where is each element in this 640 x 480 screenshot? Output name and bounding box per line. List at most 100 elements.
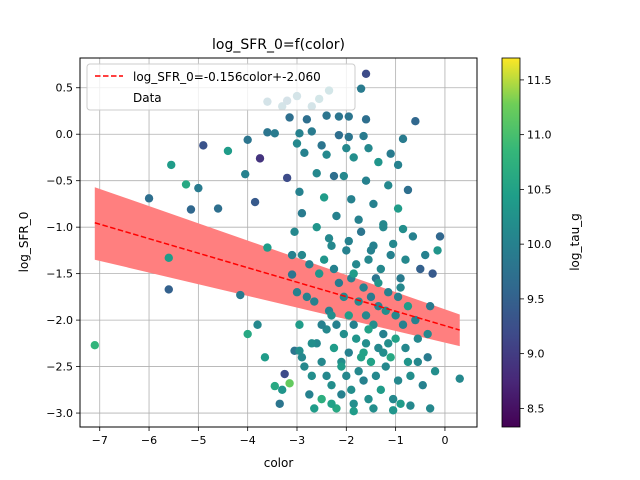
y-tick-label: −2.0 [46, 314, 73, 327]
data-point [312, 169, 321, 178]
y-tick-label: 0.5 [56, 82, 74, 95]
data-point [322, 371, 331, 381]
data-point [310, 404, 319, 413]
data-point [401, 343, 410, 353]
data-point [292, 288, 302, 297]
data-point [354, 297, 363, 306]
data-point [361, 115, 371, 124]
data-point [342, 246, 351, 255]
data-point [332, 211, 341, 221]
data-point [398, 134, 408, 144]
x-axis-ticks: −7 −6 −5 −4 −3 −2 −1 0 [92, 427, 448, 447]
data-point [317, 357, 326, 367]
colorbar-tick-label: 11.5 [527, 74, 552, 87]
colorbar-tick-label: 8.5 [527, 402, 545, 415]
data-point [164, 285, 173, 294]
data-point [302, 292, 312, 302]
y-axis-ticks: −3.0 −2.5 −2.0 −1.5 −1.0 −0.5 0.0 0.5 [46, 82, 80, 420]
data-point [374, 301, 383, 311]
data-point [297, 250, 307, 260]
data-point [241, 169, 250, 179]
data-point [396, 283, 405, 292]
data-point [366, 246, 376, 255]
data-point [401, 255, 410, 264]
data-point [428, 269, 437, 278]
data-point [393, 160, 403, 170]
y-tick-label: −1.0 [46, 221, 73, 234]
data-point [379, 329, 388, 339]
data-point [356, 84, 366, 93]
data-point [366, 292, 376, 302]
y-tick-label: 0.0 [56, 128, 74, 141]
data-point [384, 288, 393, 297]
data-point [435, 232, 445, 241]
data-point [270, 381, 280, 391]
data-point [430, 367, 440, 376]
data-point [418, 380, 427, 390]
data-point [344, 132, 353, 142]
data-point [255, 154, 265, 163]
data-point [406, 371, 415, 381]
data-point [280, 369, 289, 379]
data-point [381, 362, 390, 371]
data-point [302, 115, 312, 124]
data-point [398, 320, 408, 329]
data-point [337, 362, 346, 371]
data-point [305, 260, 314, 269]
data-point [243, 135, 252, 144]
x-axis-label: color [264, 456, 294, 470]
data-point [393, 292, 403, 302]
data-point [334, 278, 344, 288]
data-point [164, 253, 173, 263]
data-point [384, 339, 393, 348]
colorbar-ticks: 8.5 9.0 9.5 10.0 10.5 11.0 11.5 [520, 74, 552, 415]
data-point [263, 243, 272, 252]
data-point [327, 311, 336, 320]
data-point [359, 376, 368, 385]
data-point [285, 113, 294, 122]
data-point [396, 274, 405, 283]
x-tick-label: −2 [338, 434, 354, 447]
data-point [327, 241, 336, 250]
data-point [433, 246, 442, 255]
data-point [270, 129, 280, 138]
data-point [406, 401, 415, 410]
confidence-band-layer [94, 187, 460, 347]
data-point [388, 239, 398, 249]
data-point [307, 127, 316, 136]
data-point [282, 173, 292, 183]
data-point [366, 357, 376, 367]
colorbar-tick-label: 9.0 [527, 348, 545, 361]
data-point [275, 399, 284, 408]
data-point [334, 130, 344, 140]
data-point [329, 264, 339, 274]
data-point [364, 255, 373, 264]
data-point [423, 353, 432, 362]
data-point [295, 320, 304, 329]
data-point [423, 329, 432, 339]
fit-line-layer [94, 222, 460, 331]
x-tick-label: −4 [240, 434, 256, 447]
data-point [347, 385, 356, 395]
data-point [388, 394, 398, 404]
data-point [297, 353, 307, 362]
data-point [349, 320, 358, 329]
data-point [403, 185, 413, 195]
data-point [369, 404, 378, 413]
data-point [319, 255, 329, 264]
data-point [351, 334, 361, 343]
data-point [421, 250, 430, 260]
data-point [374, 157, 383, 167]
data-point [393, 204, 403, 213]
data-point [223, 146, 233, 156]
data-point [403, 301, 413, 311]
data-point [322, 150, 331, 159]
data-point [236, 290, 245, 300]
fit-line [94, 222, 460, 331]
data-point [243, 329, 252, 339]
data-point [319, 193, 329, 202]
data-point [364, 325, 373, 334]
colorbar-tick-label: 10.0 [527, 238, 552, 251]
y-tick-label: −0.5 [46, 175, 73, 188]
